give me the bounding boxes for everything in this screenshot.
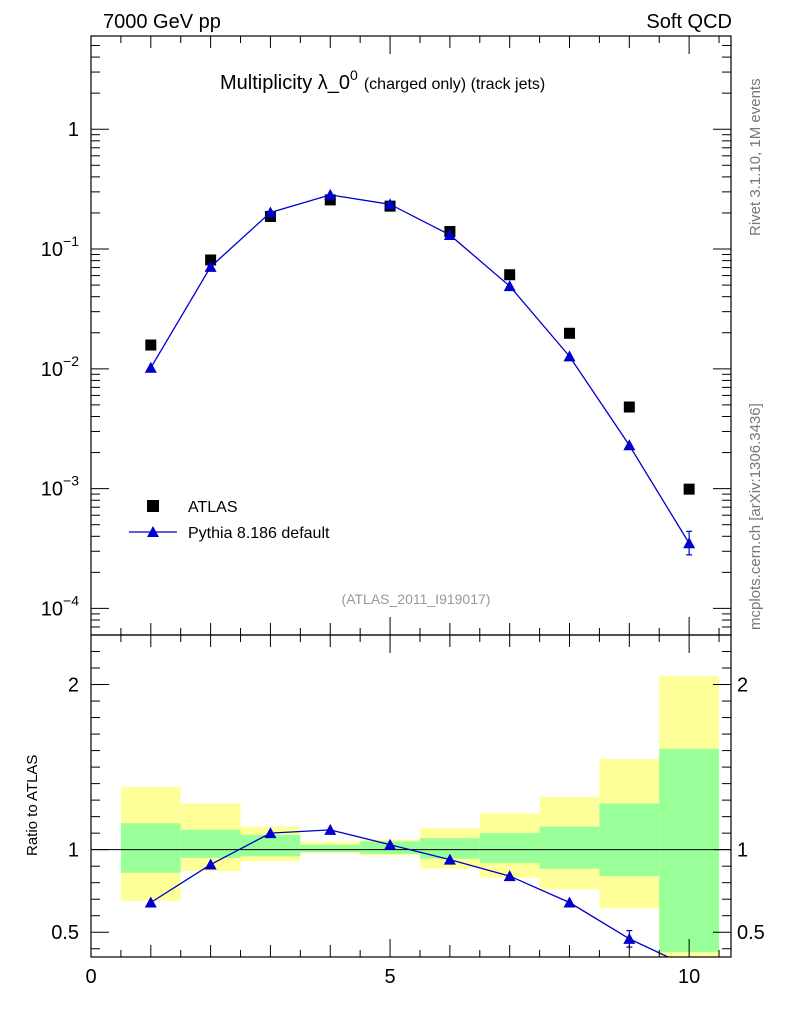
ratio-pythia-line	[150, 829, 670, 957]
ratio-pythia-point	[324, 823, 337, 835]
pythia-point	[503, 280, 516, 292]
ratio-bands	[120, 676, 720, 957]
ratio-pythia-point	[503, 870, 516, 882]
x-tick-label: 10	[678, 966, 700, 988]
ratio-pythia-point	[563, 896, 576, 908]
title-main: Multiplicity λ_0	[220, 72, 350, 94]
ratio-inner-band	[120, 823, 181, 873]
rivet-version-label: Rivet 3.1.10, 1M events	[747, 78, 764, 236]
ratio-pythia-point	[384, 838, 397, 850]
ratio-y-tick-label: 0.5	[51, 922, 79, 944]
ratio-inner-band	[240, 834, 301, 857]
pythia-point	[623, 439, 636, 451]
plot-title: Multiplicity λ_00 (charged only) (track j…	[220, 67, 545, 94]
title-superscript: 0	[350, 67, 358, 83]
legend-atlas-marker	[147, 500, 159, 512]
y-tick-label: 1	[68, 119, 79, 141]
ratio-y-tick-label: 2	[68, 675, 79, 697]
atlas-point	[205, 254, 217, 266]
pythia-point	[563, 350, 576, 362]
ratio-inner-band	[479, 833, 540, 863]
ratio-y-tick-label-right: 0.5	[737, 922, 765, 944]
legend-pythia-marker	[147, 526, 159, 537]
atlas-point	[504, 269, 516, 281]
legend-atlas-label: ATLAS	[188, 499, 238, 516]
ratio-pythia-point	[204, 858, 217, 870]
pythia-point	[443, 228, 456, 240]
mcplots-label: mcplots.cern.ch [arXiv:1306.3436]	[747, 403, 764, 630]
energy-label: 7000 GeV pp	[103, 11, 221, 33]
x-tick-label: 5	[385, 966, 396, 988]
plot-axes: 1 10−1 10−2 10−3 10−4 0 5 10 0.5 0.5 1 1 2 2	[41, 35, 765, 988]
ratio-panel-frame	[90, 634, 732, 958]
plot-marks	[91, 188, 731, 957]
x-tick-label: 0	[85, 966, 96, 988]
y-tick-label: 10−1	[41, 233, 79, 261]
pythia-point	[264, 206, 277, 218]
process-label: Soft QCD	[646, 11, 732, 33]
atlas-point	[623, 401, 635, 413]
pythia-point	[144, 361, 157, 373]
pythia-line	[150, 194, 690, 544]
ratio-inner-band	[539, 826, 600, 869]
legend: ATLAS Pythia 8.186 default	[129, 499, 330, 542]
ratio-pythia-point	[443, 853, 456, 865]
pythia-point	[324, 188, 337, 200]
analysis-id-label: (ATLAS_2011_I919017)	[342, 591, 491, 607]
ratio-inner-band	[180, 829, 241, 858]
atlas-point	[564, 327, 576, 339]
ratio-inner-band	[300, 844, 361, 853]
ratio-y-tick-label: 1	[68, 840, 79, 862]
top-panel-frame	[90, 35, 732, 636]
atlas-point	[683, 483, 695, 495]
legend-pythia-label: Pythia 8.186 default	[188, 525, 330, 542]
pythia-point	[683, 537, 696, 549]
ratio-pythia-point	[144, 896, 157, 908]
pythia-point	[204, 260, 217, 272]
ratio-inner-band	[599, 803, 660, 877]
ratio-pythia-point	[623, 932, 636, 944]
ratio-y-tick-label-right: 2	[737, 675, 748, 697]
ratio-inner-band	[419, 838, 480, 859]
ratio-axis-label: Ratio to ATLAS	[24, 755, 41, 856]
y-tick-label: 10−2	[41, 353, 79, 381]
pythia-point	[384, 198, 397, 210]
y-tick-label: 10−4	[41, 592, 79, 620]
atlas-point	[145, 339, 157, 351]
ratio-series	[144, 823, 670, 957]
ratio-pythia-point	[264, 827, 277, 839]
y-tick-label: 10−3	[41, 473, 79, 501]
atlas-point	[324, 194, 336, 206]
ratio-inner-band	[659, 748, 720, 953]
title-small: (charged only) (track jets)	[364, 76, 545, 93]
ratio-y-tick-label-right: 1	[737, 840, 748, 862]
